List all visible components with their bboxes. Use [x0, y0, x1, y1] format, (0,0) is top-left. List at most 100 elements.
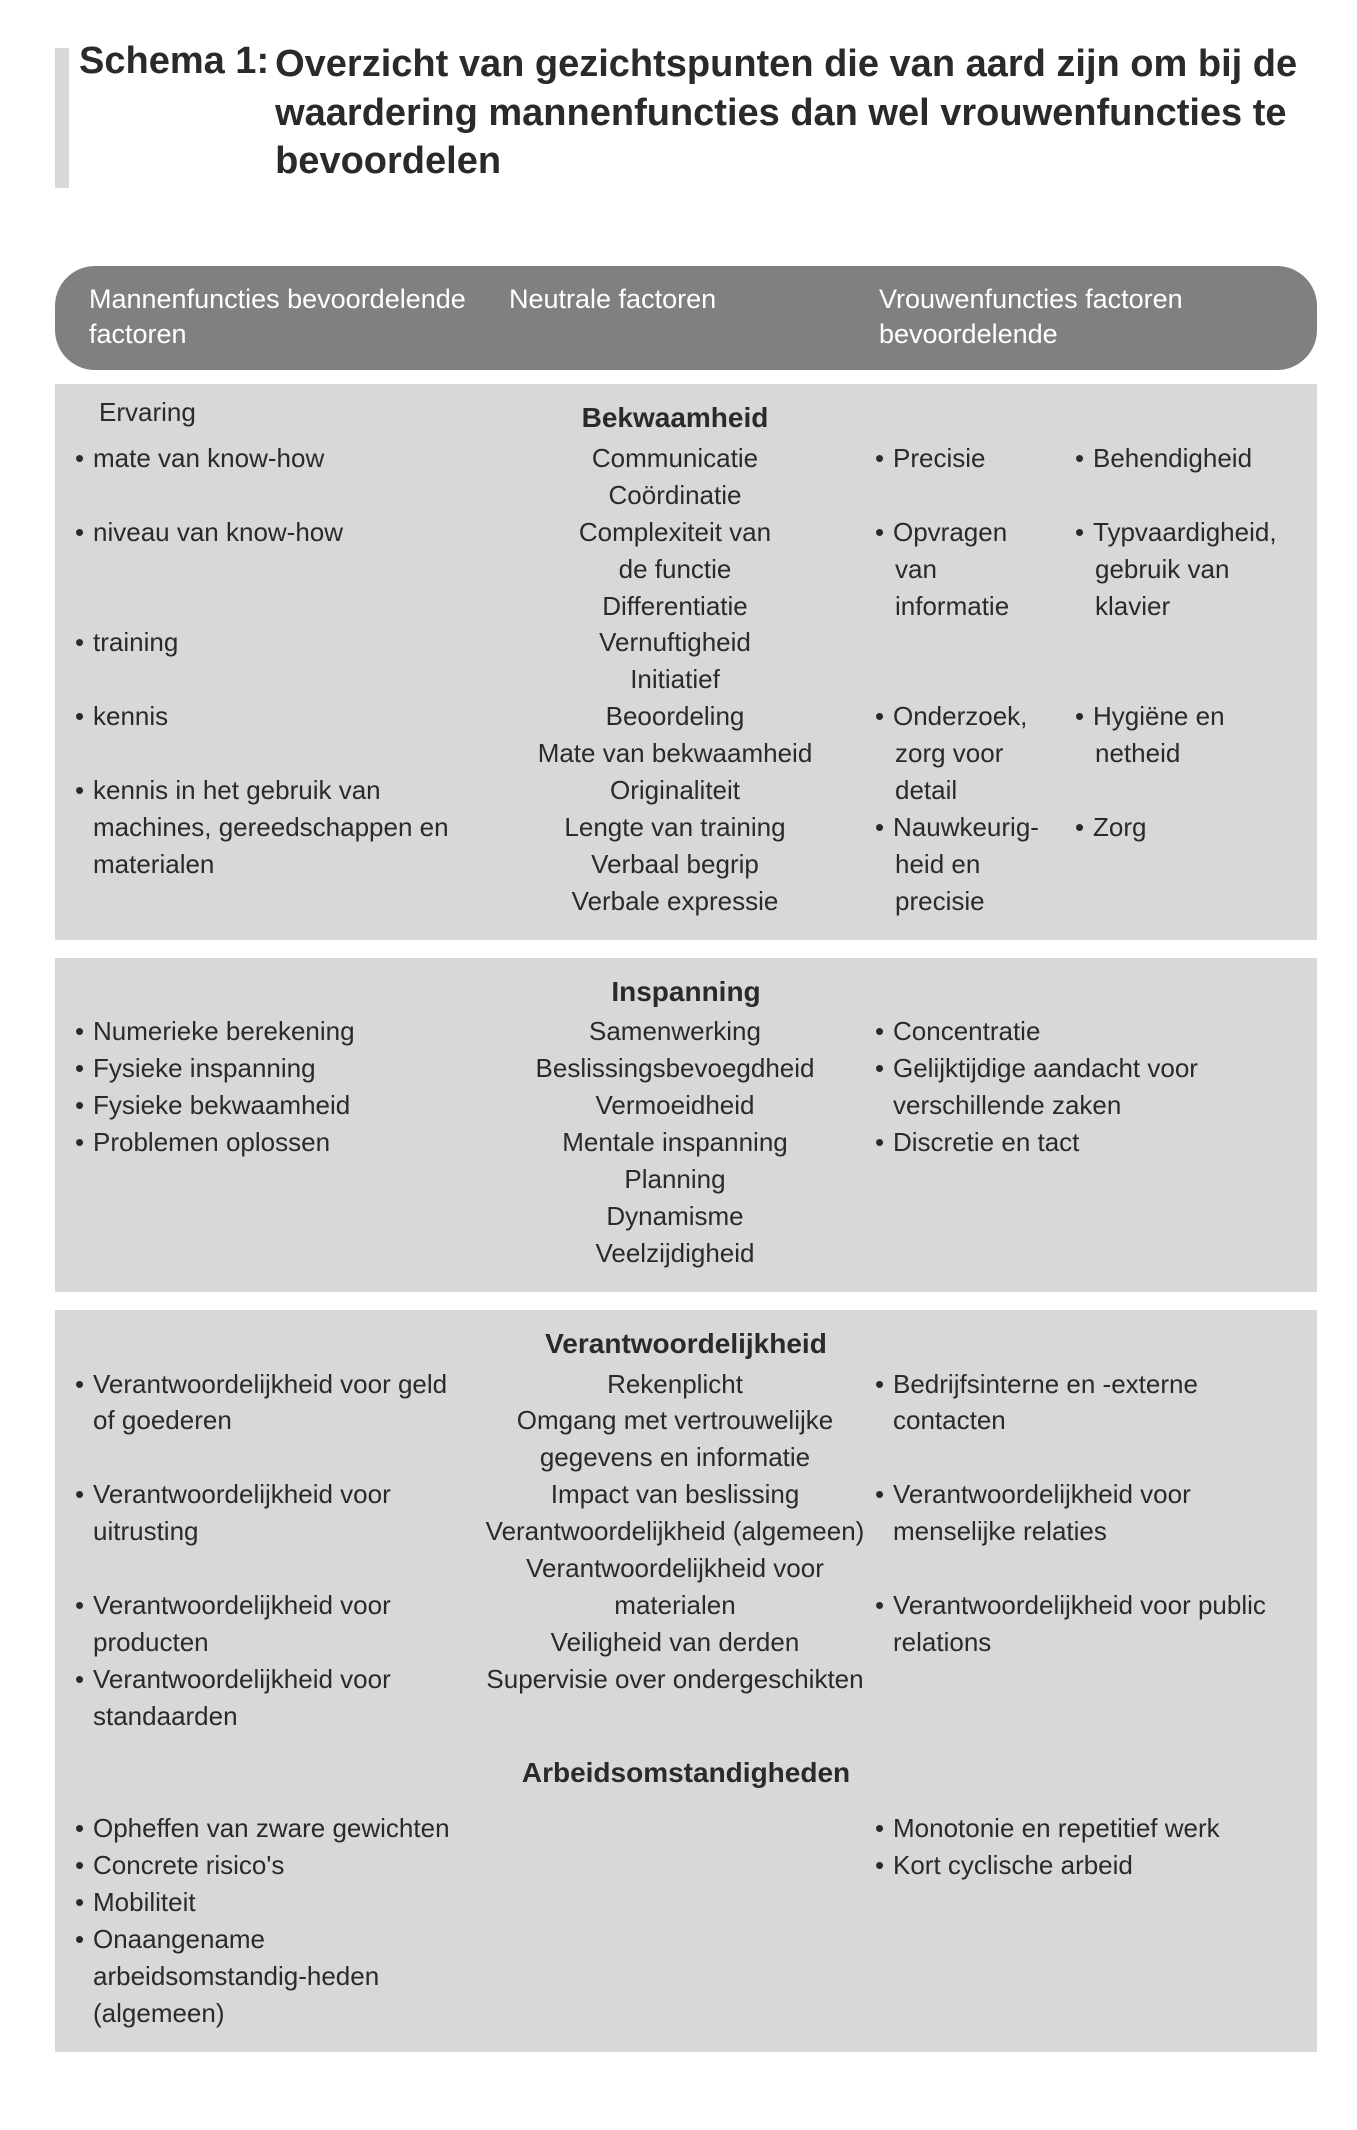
list-item: Fysieke bekwaamheid: [93, 1087, 475, 1124]
s1-right-col: •Precisie •Opvragen van informatie •Onde…: [875, 440, 1297, 920]
list-item: mate van know-how: [93, 440, 475, 477]
section-heading-verantwoordelijkheid: Verantwoordelijkheid: [75, 1324, 1297, 1364]
list-item: Originaliteit: [475, 772, 875, 809]
s4-right-col: •Monotonie en repetitief werk •Kort cycl…: [875, 1810, 1297, 2031]
section-inspanning: Inspanning •Numerieke berekening •Fysiek…: [55, 958, 1317, 1292]
list-item: Vermoeidheid: [475, 1087, 875, 1124]
title-row: Schema 1: Overzicht van gezichtspunten d…: [79, 40, 1317, 186]
list-item: Lengte van training: [475, 809, 875, 846]
list-item-cont: precisie: [875, 883, 1075, 920]
page: Schema 1: Overzicht van gezichtspunten d…: [0, 0, 1357, 2130]
header-col-male: Mannenfuncties bevoordelende factoren: [89, 282, 509, 352]
list-item-cont: detail: [875, 772, 1075, 809]
list-item: Verantwoordelijkheid voor uitrusting: [93, 1476, 475, 1550]
list-item: Precisie: [893, 440, 1075, 477]
list-item: Verantwoordelijkheid voor public relatio…: [893, 1587, 1297, 1661]
section-heading-arbeidsomstandigheden: Arbeidsomstandigheden: [75, 1753, 1297, 1793]
list-item: Behendigheid: [1093, 440, 1297, 477]
title-accent-bar: [55, 48, 69, 188]
list-item: de functie: [475, 551, 875, 588]
list-item: Nauwkeurig-: [893, 809, 1075, 846]
s4-left-col: •Opheffen van zware gewichten •Concrete …: [75, 1810, 475, 2031]
list-item: Onderzoek,: [893, 698, 1075, 735]
list-item: Verantwoordelijkheid voor menselijke rel…: [893, 1476, 1297, 1550]
s1-left-col: •mate van know-how •niveau van know-how …: [75, 440, 475, 920]
list-item-cont: informatie: [875, 588, 1075, 625]
s3-right-col: •Bedrijfsinterne en -externe contacten •…: [875, 1366, 1297, 1735]
title-block: Schema 1: Overzicht van gezichtspunten d…: [55, 40, 1317, 218]
list-item: Mobiliteit: [93, 1884, 475, 1921]
list-item: Onaangename arbeidsomstandig-heden (alge…: [93, 1921, 475, 2032]
list-item: Opvragen: [893, 514, 1075, 551]
list-item: Dynamisme: [475, 1198, 875, 1235]
list-item: Fysieke inspanning: [93, 1050, 475, 1087]
list-item: Verantwoordelijkheid voor standaarden: [93, 1661, 475, 1735]
header-col-neutral: Neutrale factoren: [509, 282, 879, 352]
list-item-cont: netheid: [1075, 735, 1297, 772]
list-item: Coördinatie: [475, 477, 875, 514]
s4-mid-col: [475, 1810, 875, 2031]
list-item: Verantwoordelijkheid voor producten: [93, 1587, 475, 1661]
list-item: niveau van know-how: [93, 514, 475, 551]
list-item: Mate van bekwaamheid: [475, 735, 875, 772]
list-item: Planning: [475, 1161, 875, 1198]
s1-mid-col: Communicatie Coördinatie Complexiteit va…: [475, 440, 875, 920]
ervaring-label: Ervaring: [75, 394, 475, 431]
list-item: Gelijktijdige aandacht voor verschillend…: [893, 1050, 1297, 1124]
list-item: Impact van beslissing: [475, 1476, 875, 1513]
list-item: kennis: [93, 698, 475, 735]
list-item: kennis in het gebruik van machines, gere…: [93, 772, 475, 883]
list-item: Samenwerking: [475, 1013, 875, 1050]
title-main: Overzicht van gezichtspunten die van aar…: [275, 40, 1317, 186]
list-item: Rekenplicht: [475, 1366, 875, 1403]
list-item: Hygiëne en: [1093, 698, 1297, 735]
list-item: Verantwoordelijkheid (algemeen): [475, 1513, 875, 1550]
header-col-female: Vrouwenfuncties factoren bevoordelende: [879, 282, 1283, 352]
s3-left-col: •Verantwoordelijkheid voor geld of goede…: [75, 1366, 475, 1735]
s3-mid-col: Rekenplicht Omgang met vertrouwelijke ge…: [475, 1366, 875, 1735]
list-item: Typvaardigheid,: [1093, 514, 1297, 551]
list-item: Initiatief: [475, 661, 875, 698]
column-header-bar: Mannenfuncties bevoordelende factoren Ne…: [55, 266, 1317, 370]
title-prefix: Schema 1:: [79, 40, 269, 83]
list-item: gegevens en informatie: [475, 1439, 875, 1476]
list-item: Differentiatie: [475, 588, 875, 625]
list-item-cont: heid en: [875, 846, 1075, 883]
list-item: Vernuftigheid: [475, 624, 875, 661]
list-item-cont: van: [875, 551, 1075, 588]
list-item: Beslissingsbevoegdheid: [475, 1050, 875, 1087]
s2-right-col: •Concentratie •Gelijktijdige aandacht vo…: [875, 1013, 1297, 1271]
list-item: Verantwoordelijkheid voor: [475, 1550, 875, 1587]
s2-left-col: •Numerieke berekening •Fysieke inspannin…: [75, 1013, 475, 1271]
section-verantwoordelijkheid-arbeid: Verantwoordelijkheid •Verantwoordelijkhe…: [55, 1310, 1317, 2052]
list-item-cont: klavier: [1075, 588, 1297, 625]
list-item: Problemen oplossen: [93, 1124, 475, 1161]
list-item: Zorg: [1093, 809, 1297, 846]
list-item: Veelzijdigheid: [475, 1235, 875, 1272]
list-item: Bedrijfsinterne en -externe contacten: [893, 1366, 1297, 1440]
list-item: Beoordeling: [475, 698, 875, 735]
list-item: materialen: [475, 1587, 875, 1624]
section-bekwaamheid: Ervaring Bekwaamheid •mate van know-how …: [55, 384, 1317, 940]
section-heading-inspanning: Inspanning: [75, 972, 1297, 1012]
list-item: Verbale expressie: [475, 883, 875, 920]
list-item: training: [93, 624, 475, 661]
list-item-cont: gebruik van: [1075, 551, 1297, 588]
list-item: Discretie en tact: [893, 1124, 1297, 1161]
list-item: Monotonie en repetitief werk: [893, 1810, 1297, 1847]
section-heading-bekwaamheid: Bekwaamheid: [475, 398, 875, 438]
list-item: Verbaal begrip: [475, 846, 875, 883]
list-item-cont: zorg voor: [875, 735, 1075, 772]
list-item: Supervisie over ondergeschikten: [475, 1661, 875, 1698]
list-item: Concrete risico's: [93, 1847, 475, 1884]
list-item: Opheffen van zware gewichten: [93, 1810, 475, 1847]
list-item: Veiligheid van derden: [475, 1624, 875, 1661]
list-item: Concentratie: [893, 1013, 1297, 1050]
list-item: Mentale inspanning: [475, 1124, 875, 1161]
list-item: Complexiteit van: [475, 514, 875, 551]
list-item: Verantwoordelijkheid voor geld of goeder…: [93, 1366, 475, 1440]
list-item: Kort cyclische arbeid: [893, 1847, 1297, 1884]
s2-mid-col: Samenwerking Beslissingsbevoegdheid Verm…: [475, 1013, 875, 1271]
list-item: Omgang met vertrouwelijke: [475, 1402, 875, 1439]
list-item: Communicatie: [475, 440, 875, 477]
